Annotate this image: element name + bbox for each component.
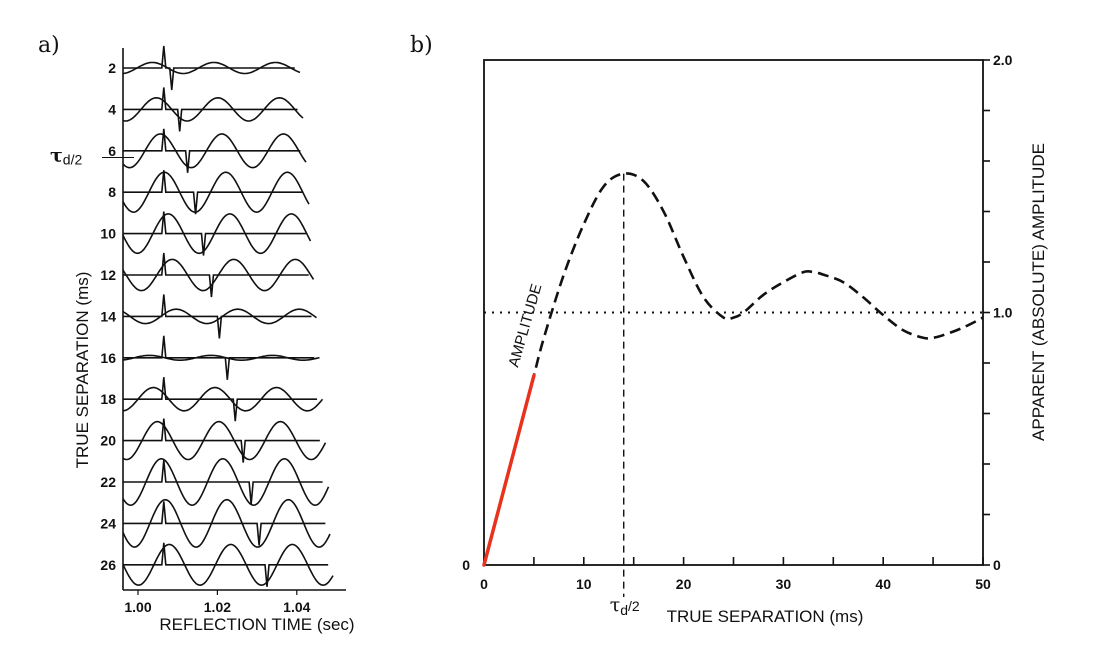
y-tick-label: 4 xyxy=(108,101,116,117)
spike-trace xyxy=(123,501,326,546)
tau-symbol: τ xyxy=(50,145,63,167)
panel-b-label: b) xyxy=(410,33,433,58)
panel-b-y-axis-title: APPARENT (ABSOLUTE) AMPLITUDE xyxy=(1029,143,1048,441)
y-tick-label: 2.0 xyxy=(993,52,1013,68)
x-tick-label: 30 xyxy=(776,576,792,592)
wavelet-trace xyxy=(122,457,330,507)
linear-trend-line xyxy=(482,373,536,567)
tau-d-half-label-b: τd/2 xyxy=(610,594,640,618)
tau-annotation-a: τd/2 xyxy=(50,145,134,168)
y-tick-label: 10 xyxy=(100,226,116,242)
y-tick-label: 22 xyxy=(100,474,116,490)
panel-b-x-axis-title: TRUE SEPARATION (ms) xyxy=(667,607,864,626)
y-tick-label: 14 xyxy=(100,308,116,324)
panel-b-tuning-curve: 0 10 20 30 40 50 0 1.0 2.0 0 AMPLITUDE τd/2 TRU… xyxy=(462,52,1048,626)
wavelet-trace xyxy=(122,96,304,122)
x-tick-label: 50 xyxy=(975,576,991,592)
panel-a-label: a) xyxy=(38,33,60,58)
x-tick-label: 0 xyxy=(480,576,488,592)
spike-trace xyxy=(123,87,298,132)
y-tick-label: 24 xyxy=(100,515,116,531)
y-tick-label: 26 xyxy=(100,557,116,573)
tau-subscript: d/2 xyxy=(63,152,83,168)
panel-b-x-ticks: 0 10 20 30 40 50 xyxy=(480,557,991,592)
tau-symbol: τ xyxy=(610,594,621,616)
panel-a-traces xyxy=(122,45,334,587)
spike-trace xyxy=(123,128,301,173)
x-tick-label: 40 xyxy=(875,576,891,592)
wavelet-trace xyxy=(122,133,307,169)
y-tick-label: 8 xyxy=(108,184,116,200)
tau-divisor: /2 xyxy=(628,598,640,614)
x-tick-label: 1.04 xyxy=(283,599,310,615)
x-tick-label: 10 xyxy=(576,576,592,592)
panel-b-y-ticks: 0 1.0 2.0 xyxy=(983,52,1013,573)
spike-trace xyxy=(123,377,318,422)
y-tick-label: 2 xyxy=(108,60,116,76)
wavelet-trace xyxy=(122,498,331,548)
y-tick-label: 12 xyxy=(100,267,116,283)
wavelet-trace xyxy=(122,61,301,75)
wavelet-trace xyxy=(122,386,324,412)
amplitude-curve xyxy=(482,172,984,566)
x-tick-label: 1.00 xyxy=(124,599,151,615)
wavelet-trace xyxy=(122,213,312,255)
tau-d-half-label-a: τd/2 xyxy=(50,145,82,168)
wavelet-trace xyxy=(122,354,320,361)
wavelet-trace xyxy=(122,420,327,461)
panel-b-left-zero-label: 0 xyxy=(462,557,470,573)
tau-subscript: d xyxy=(620,602,628,618)
spike-trace xyxy=(123,418,320,463)
x-tick-label: 1.02 xyxy=(204,599,231,615)
y-tick-label: 20 xyxy=(100,433,116,449)
y-tick-label: 18 xyxy=(100,391,116,407)
panel-a-x-tick-labels: 1.00 1.02 1.04 xyxy=(124,590,311,615)
spike-trace xyxy=(123,170,304,215)
wavelet-trace xyxy=(122,171,310,214)
x-tick-label: 20 xyxy=(676,576,692,592)
y-tick-label: 16 xyxy=(100,350,116,366)
panel-a-y-axis-title: TRUE SEPARATION (ms) xyxy=(73,272,92,469)
wavelet-trace xyxy=(122,543,334,586)
wavelet-trace xyxy=(122,258,315,292)
spike-trace xyxy=(123,45,295,91)
y-tick-label: 1.0 xyxy=(993,305,1013,321)
amplitude-curve-label: AMPLITUDE xyxy=(505,282,545,369)
y-tick-label: 0 xyxy=(993,557,1001,573)
y-tick-label: 6 xyxy=(108,143,116,159)
wavelet-trace xyxy=(122,308,317,325)
panel-a-x-axis-title: REFLECTION TIME (sec) xyxy=(159,615,354,634)
